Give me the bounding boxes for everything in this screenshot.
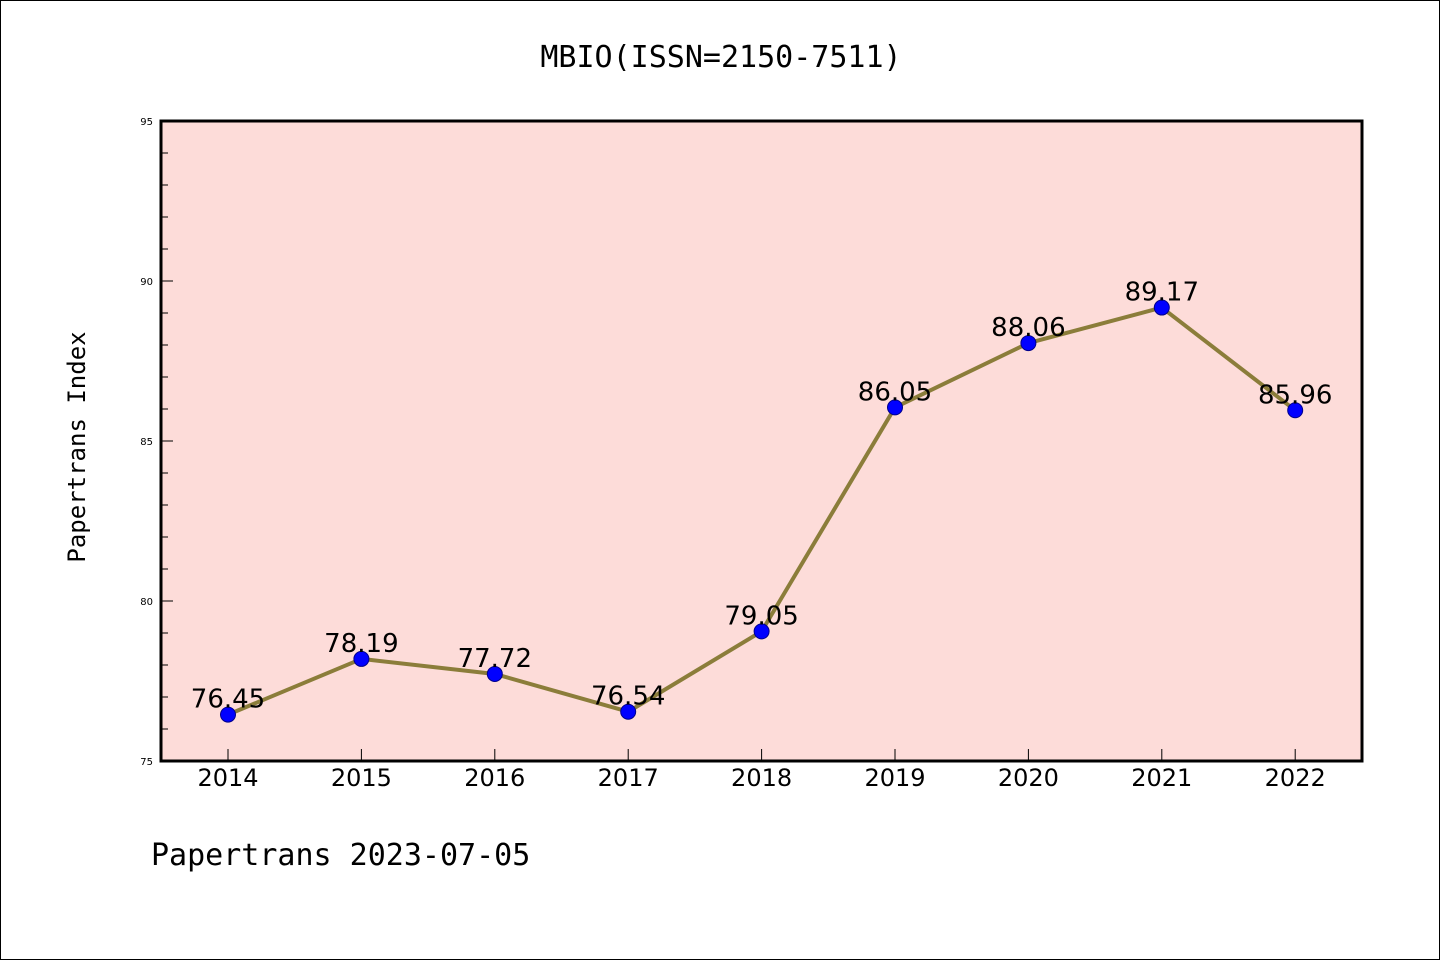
chart-title: MBIO(ISSN=2150-7511) [540,40,901,75]
x-tick-label: 2020 [998,764,1059,792]
x-tick-label: 2022 [1265,764,1326,792]
x-axis: 2014 2015 2016 2017 2018 2019 2020 2021 2022 [197,749,1326,792]
data-point [1287,402,1304,419]
x-tick-label: 2014 [197,764,258,792]
data-label: 79.05 [724,601,798,631]
x-tick-label: 2019 [864,764,925,792]
x-tick-label: 2018 [731,764,792,792]
x-tick-label: 2017 [598,764,659,792]
x-tick-label: 2021 [1131,764,1192,792]
data-point [620,703,637,720]
data-label: 85.96 [1258,380,1332,410]
y-tick-label: 90 [140,277,153,288]
data-label: 88.06 [991,313,1065,343]
data-labels: 76.45 78.19 77.72 76.54 79.05 86.05 88.06 89.17… [191,278,1333,715]
data-point [887,399,903,416]
y-tick-label: 75 [140,757,153,768]
x-tick-label: 2015 [331,764,392,792]
data-markers [220,299,1304,723]
data-label: 89.17 [1125,278,1199,308]
x-tick-label: 2016 [464,764,525,792]
y-axis-label: Papertrans Index [63,331,91,562]
y-tick-label: 80 [140,597,153,608]
data-point [753,623,770,640]
y-tick-label: 95 [140,117,153,128]
plot-area [159,119,1364,763]
data-point [1020,335,1037,352]
data-point [353,650,370,667]
data-point [486,665,503,682]
y-tick-label: 85 [140,437,153,448]
data-label: 78.19 [324,629,398,659]
data-label: 76.54 [591,682,665,712]
footer-text: Papertrans 2023-07-05 [151,838,530,873]
data-label: 77.72 [458,644,532,674]
data-label: 76.45 [191,685,265,715]
data-point [1153,299,1170,316]
data-point [220,706,236,723]
data-label: 86.05 [858,377,932,407]
y-axis: 75 80 85 90 95 [140,117,173,768]
